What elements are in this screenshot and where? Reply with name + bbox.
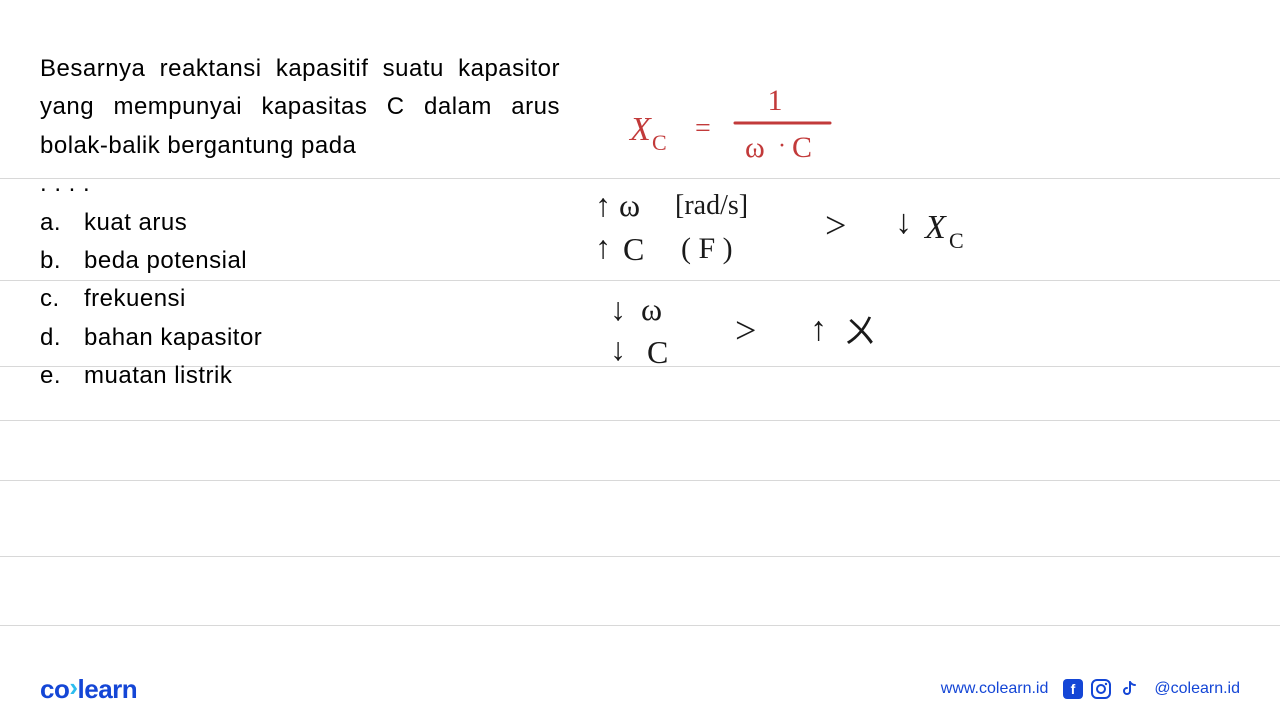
paper-line	[0, 556, 1280, 557]
greater-than-symbol: >	[735, 310, 756, 352]
c-symbol: C	[647, 334, 668, 370]
paper-line	[0, 625, 1280, 626]
option-text: bahan kapasitor	[84, 319, 262, 357]
option-text: kuat arus	[84, 204, 187, 242]
relation-2-annotation: ↓ ω ↓ C > ↑ ㄨ	[595, 285, 915, 375]
logo-learn: learn	[78, 674, 138, 704]
footer-bar: co›learn www.colearn.id f @colearn.id	[0, 670, 1280, 720]
question-dots: . . . .	[40, 165, 560, 203]
option-letter: c.	[40, 280, 84, 318]
svg-text:f: f	[1071, 681, 1076, 697]
xc-x: X	[923, 209, 947, 246]
c-symbol: C	[623, 231, 644, 267]
option-text: beda potensial	[84, 242, 247, 280]
website-url: www.colearn.id	[941, 680, 1049, 698]
unit-farad: ( F )	[681, 232, 733, 265]
omega-symbol: ω	[641, 291, 662, 327]
option-d: d. bahan kapasitor	[40, 319, 560, 357]
option-c: c. frekuensi	[40, 280, 560, 318]
option-e: e. muatan listrik	[40, 357, 560, 395]
social-handle: @colearn.id	[1154, 680, 1240, 698]
unit-rads: [rad/s]	[675, 190, 748, 221]
arrow-up-icon: ↑	[595, 187, 611, 223]
question-stem: Besarnya reaktansi kapasitif suatu kapas…	[40, 50, 560, 165]
footer-right: www.colearn.id f @colearn.id	[941, 678, 1240, 700]
arrow-down-icon: ↓	[610, 331, 626, 367]
option-letter: a.	[40, 204, 84, 242]
paper-line	[0, 420, 1280, 421]
facebook-icon: f	[1062, 678, 1084, 700]
xc-symbol: ㄨ	[843, 314, 877, 351]
option-letter: e.	[40, 357, 84, 395]
option-text: muatan listrik	[84, 357, 232, 395]
brand-logo: co›learn	[40, 674, 137, 705]
option-letter: d.	[40, 319, 84, 357]
option-a: a. kuat arus	[40, 204, 560, 242]
relation-1-annotation: ↑ ω [rad/s] ↑ C ( F ) > ↓ X C	[575, 178, 1015, 278]
formula-dot: ·	[778, 133, 786, 159]
formula-annotation: X C = 1 ω · C	[620, 75, 880, 175]
arrow-down-icon: ↓	[895, 204, 912, 241]
option-b: b. beda potensial	[40, 242, 560, 280]
instagram-icon	[1090, 678, 1112, 700]
options-list: a. kuat arus b. beda potensial c. frekue…	[40, 204, 560, 396]
formula-xc-x: X	[628, 111, 652, 148]
formula-c: C	[792, 131, 812, 164]
logo-co: co	[40, 674, 69, 704]
formula-xc-c: C	[652, 130, 667, 155]
arrow-up-icon: ↑	[595, 229, 611, 265]
formula-omega: ω	[745, 131, 765, 164]
arrow-up-icon: ↑	[810, 311, 827, 348]
omega-symbol: ω	[619, 187, 640, 223]
option-text: frekuensi	[84, 280, 186, 318]
arrow-down-icon: ↓	[610, 291, 626, 327]
paper-line	[0, 480, 1280, 481]
question-block: Besarnya reaktansi kapasitif suatu kapas…	[40, 50, 560, 396]
option-letter: b.	[40, 242, 84, 280]
formula-numerator: 1	[768, 84, 783, 117]
logo-dot: ›	[69, 672, 77, 703]
formula-eq: =	[695, 113, 711, 144]
xc-c: C	[949, 228, 964, 253]
social-icons: f	[1062, 678, 1140, 700]
tiktok-icon	[1118, 678, 1140, 700]
greater-than-symbol: >	[825, 205, 846, 247]
